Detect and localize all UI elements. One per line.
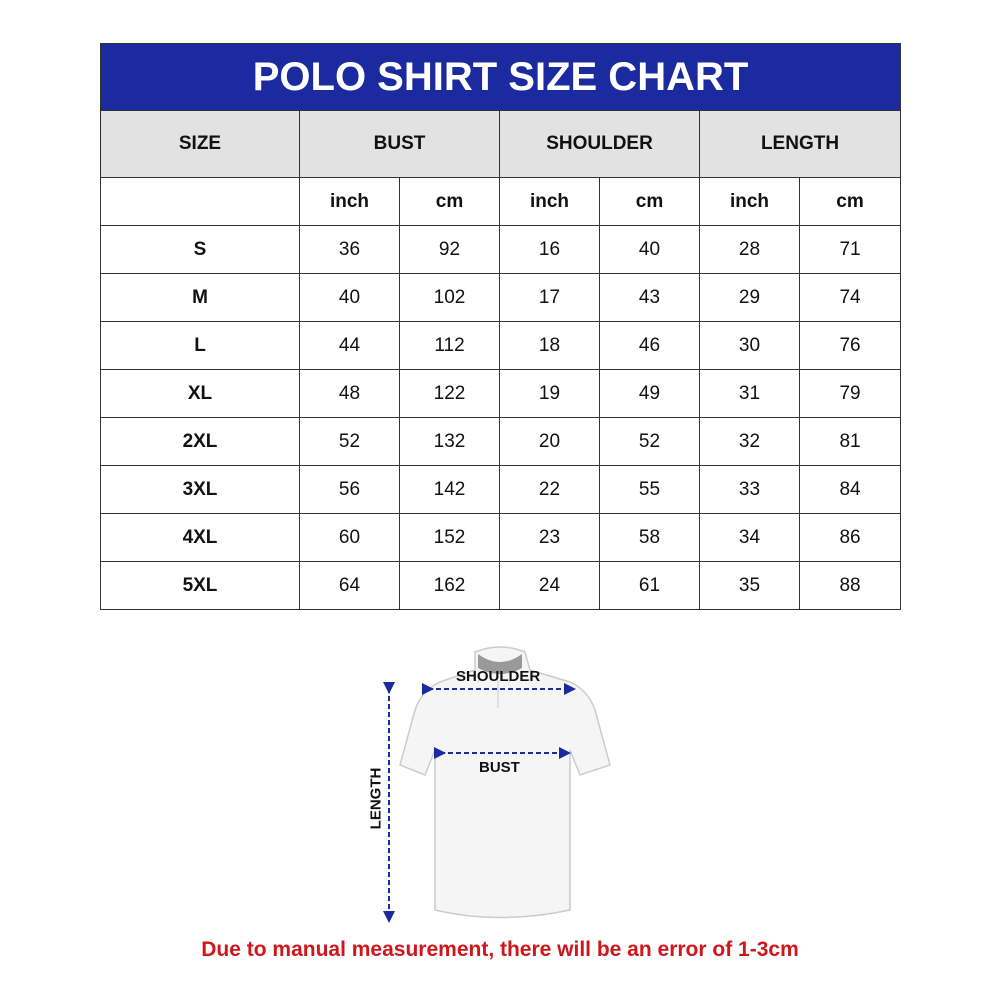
value-cell: 76	[798, 321, 902, 370]
value-cell: 35	[699, 561, 800, 610]
size-cell: 2XL	[100, 417, 300, 466]
unit-inch: inch	[699, 177, 800, 226]
value-cell: 81	[798, 417, 902, 466]
value-cell: 92	[399, 225, 500, 274]
table-row: S 36 92 16 40 28 71	[100, 225, 902, 274]
value-cell: 34	[699, 513, 800, 562]
table-row: 2XL 52 132 20 52 32 81	[100, 417, 902, 466]
value-cell: 56	[299, 465, 400, 514]
value-cell: 152	[399, 513, 500, 562]
value-cell: 33	[699, 465, 800, 514]
value-cell: 58	[599, 513, 700, 562]
measurement-note: Due to manual measurement, there will be…	[201, 938, 799, 961]
value-cell: 86	[798, 513, 902, 562]
chart-title: POLO SHIRT SIZE CHART	[99, 43, 902, 111]
table-row: L 44 112 18 46 30 76	[100, 321, 902, 370]
value-cell: 36	[299, 225, 400, 274]
unit-cm: cm	[599, 177, 700, 226]
unit-blank	[100, 177, 300, 226]
value-cell: 55	[599, 465, 700, 514]
value-cell: 74	[798, 273, 902, 322]
value-cell: 40	[299, 273, 400, 322]
length-label: LENGTH	[367, 767, 385, 830]
value-cell: 71	[798, 225, 902, 274]
value-cell: 22	[499, 465, 600, 514]
table-row: 4XL 60 152 23 58 34 86	[100, 513, 902, 562]
table-row: XL 48 122 19 49 31 79	[100, 369, 902, 418]
value-cell: 64	[299, 561, 400, 610]
unit-cm: cm	[399, 177, 500, 226]
value-cell: 28	[699, 225, 800, 274]
size-cell: S	[100, 225, 300, 274]
value-cell: 60	[299, 513, 400, 562]
value-cell: 31	[699, 369, 800, 418]
value-cell: 43	[599, 273, 700, 322]
size-cell: M	[100, 273, 300, 322]
value-cell: 122	[399, 369, 500, 418]
value-cell: 24	[499, 561, 600, 610]
size-chart-table: POLO SHIRT SIZE CHART SIZE BUST SHOULDER…	[99, 43, 902, 610]
value-cell: 16	[499, 225, 600, 274]
value-cell: 17	[499, 273, 600, 322]
value-cell: 32	[699, 417, 800, 466]
value-cell: 30	[699, 321, 800, 370]
value-cell: 44	[299, 321, 400, 370]
value-cell: 40	[599, 225, 700, 274]
table-row: M 40 102 17 43 29 74	[100, 273, 902, 322]
value-cell: 18	[499, 321, 600, 370]
value-cell: 52	[299, 417, 400, 466]
value-cell: 61	[599, 561, 700, 610]
unit-cm: cm	[798, 177, 902, 226]
table-row: 3XL 56 142 22 55 33 84	[100, 465, 902, 514]
bust-label: BUST	[479, 759, 520, 776]
table-row: 5XL 64 162 24 61 35 88	[100, 561, 902, 610]
value-cell: 132	[399, 417, 500, 466]
value-cell: 20	[499, 417, 600, 466]
header-bust: BUST	[299, 110, 500, 178]
size-cell: 5XL	[100, 561, 300, 610]
value-cell: 46	[599, 321, 700, 370]
value-cell: 84	[798, 465, 902, 514]
value-cell: 79	[798, 369, 902, 418]
header-shoulder: SHOULDER	[499, 110, 700, 178]
value-cell: 52	[599, 417, 700, 466]
size-cell: XL	[100, 369, 300, 418]
value-cell: 162	[399, 561, 500, 610]
value-cell: 19	[499, 369, 600, 418]
value-cell: 48	[299, 369, 400, 418]
unit-inch: inch	[499, 177, 600, 226]
value-cell: 23	[499, 513, 600, 562]
shoulder-label: SHOULDER	[456, 668, 541, 685]
header-length: LENGTH	[698, 110, 902, 178]
value-cell: 112	[399, 321, 500, 370]
value-cell: 29	[699, 273, 800, 322]
size-cell: 4XL	[100, 513, 300, 562]
header-size: SIZE	[100, 110, 300, 178]
value-cell: 88	[798, 561, 902, 610]
polo-shirt-image	[383, 646, 611, 923]
size-cell: 3XL	[100, 465, 300, 514]
value-cell: 142	[399, 465, 500, 514]
size-cell: L	[100, 321, 300, 370]
value-cell: 102	[399, 273, 500, 322]
value-cell: 49	[599, 369, 700, 418]
unit-inch: inch	[299, 177, 400, 226]
shirt-diagram: SHOULDER BUST LENGTH	[360, 640, 620, 930]
